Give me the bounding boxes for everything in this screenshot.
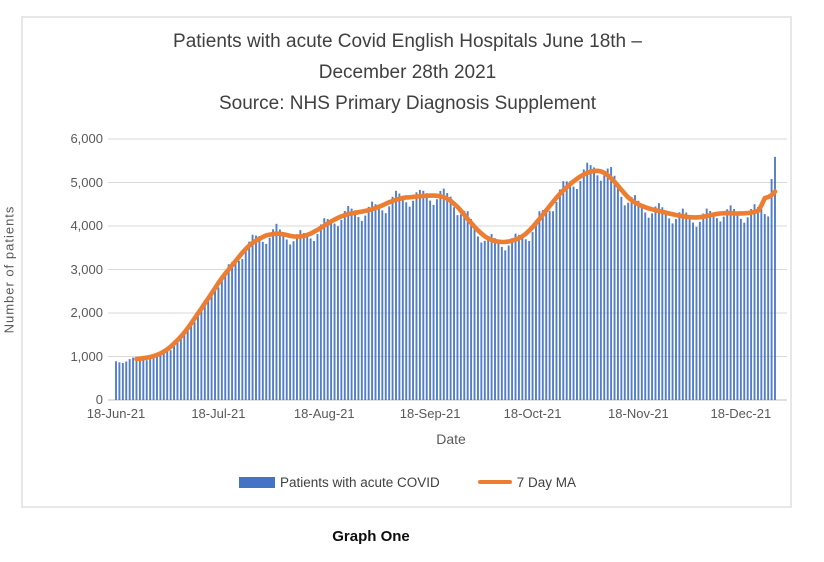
legend-label-bars: Patients with acute COVID — [279, 474, 440, 490]
y-tick-label: 3,000 — [70, 261, 103, 277]
x-axis-title: Date — [436, 431, 466, 447]
y-tick-label: 0 — [95, 392, 103, 407]
legend-item-bars: Patients with acute COVID — [238, 474, 440, 490]
y-tick-label: 6,000 — [70, 131, 103, 146]
figure-caption: Graph One — [332, 528, 410, 545]
legend: Patients with acute COVID 7 Day MA — [21, 471, 794, 493]
x-tick-label: 18-Dec-21 — [710, 406, 772, 421]
y-axis-title: Number of patients — [1, 205, 17, 334]
chart-title-line-3: Source: NHS Primary Diagnosis Supplement — [219, 93, 596, 114]
bar-series-swatch-icon — [238, 476, 275, 488]
x-tick-label: 18-Sep-21 — [399, 406, 461, 421]
x-tick-label: 18-Jun-21 — [86, 406, 146, 421]
x-tick-label: 18-Jul-21 — [191, 406, 246, 421]
y-tick-label: 5,000 — [70, 174, 103, 190]
chart-title-line-2: December 28th 2021 — [318, 62, 497, 83]
legend-label-ma: 7 Day MA — [516, 474, 577, 490]
chart-title: Patients with acute Covid English Hospit… — [21, 26, 794, 119]
x-tick-label: 18-Nov-21 — [608, 406, 669, 421]
ma-line-swatch-icon — [477, 479, 512, 485]
chart-title-line-1: Patients with acute Covid English Hospit… — [173, 31, 642, 52]
y-tick-label: 4,000 — [70, 218, 103, 233]
y-tick-label: 1,000 — [70, 348, 103, 364]
y-tick-label: 2,000 — [70, 305, 103, 320]
x-tick-label: 18-Aug-21 — [293, 406, 355, 421]
legend-item-ma: 7 Day MA — [477, 474, 577, 490]
x-tick-label: 18-Oct-21 — [503, 406, 562, 421]
